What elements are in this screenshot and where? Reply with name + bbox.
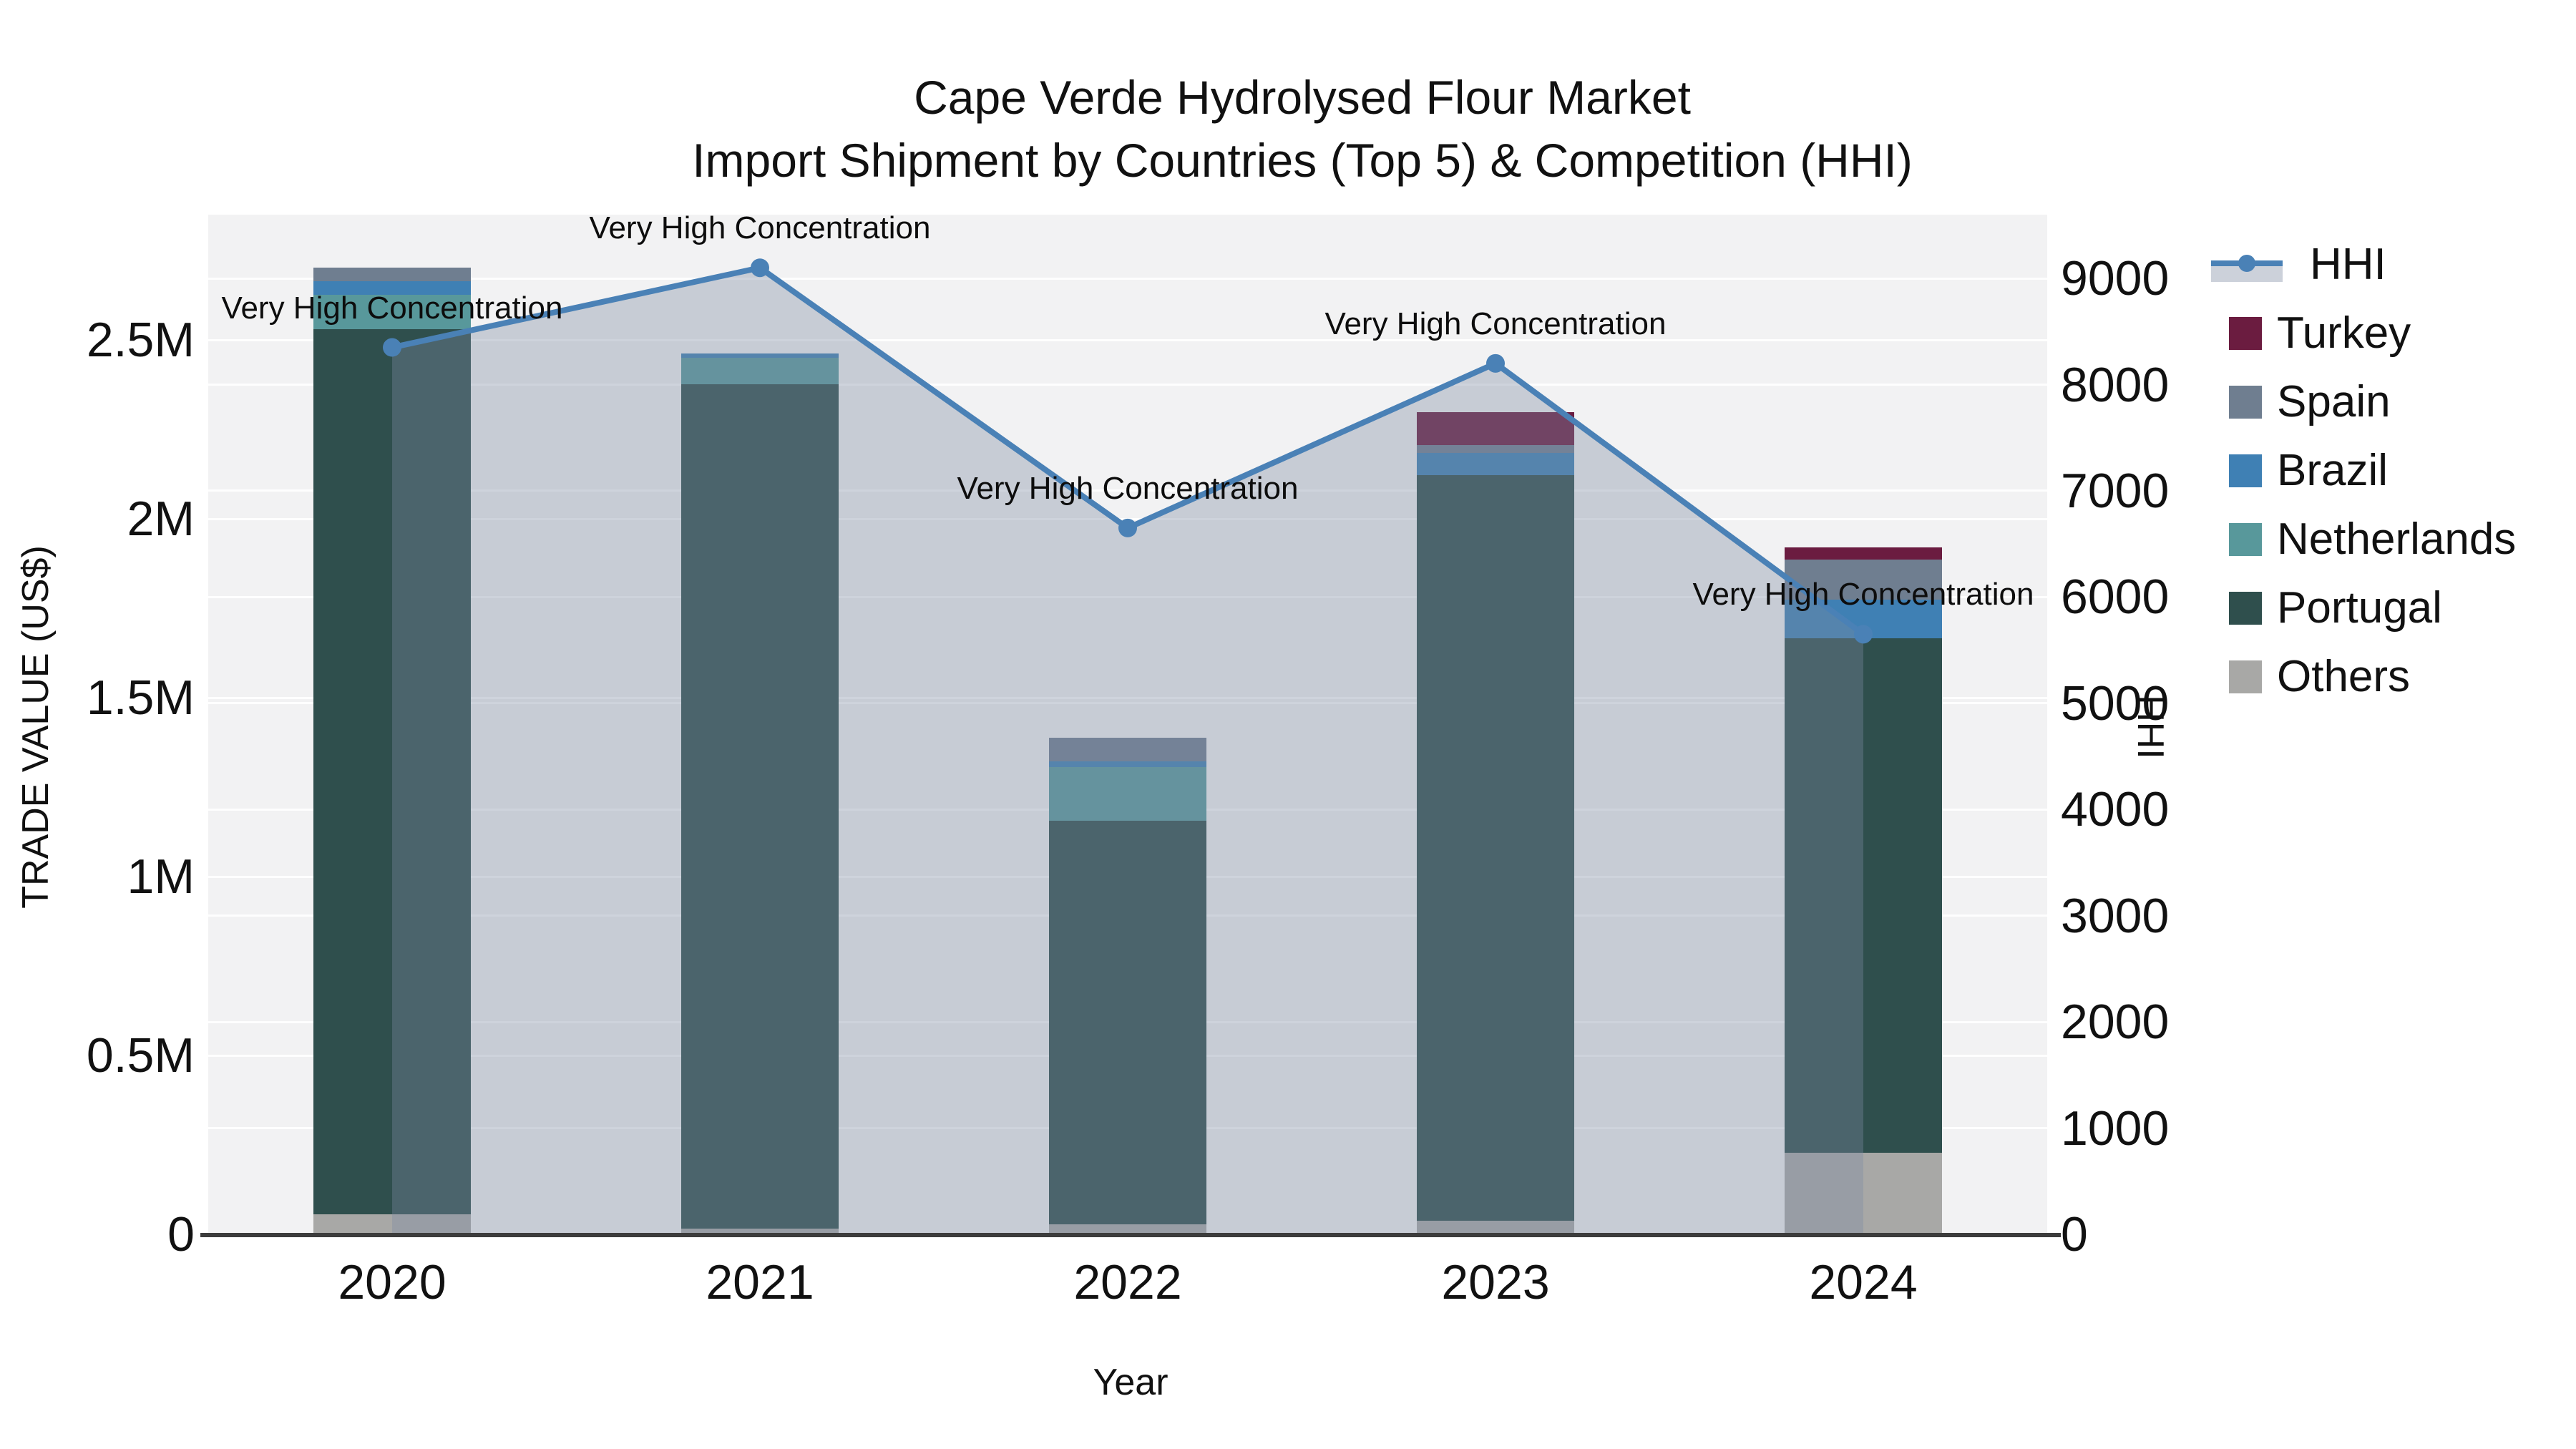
y2-tick-label: 8000 — [2061, 357, 2170, 412]
legend-item-brazil[interactable]: Brazil — [2211, 436, 2388, 505]
bar-segment-portugal-2020 — [313, 329, 471, 1214]
x-axis-line — [200, 1233, 2061, 1237]
legend-swatch-brazil — [2229, 454, 2262, 487]
legend-label-portugal: Portugal — [2277, 583, 2442, 633]
bar-segment-portugal-2023 — [1417, 475, 1574, 1221]
annotation-very-high-concentration-2020: Very High Concentration — [221, 290, 563, 326]
gridline — [208, 517, 2047, 520]
bar-segment-portugal-2022 — [1049, 820, 1206, 1224]
annotation-very-high-concentration-2024: Very High Concentration — [1692, 577, 2034, 613]
legend-swatch-turkey — [2229, 317, 2262, 350]
y2-tick-label: 3000 — [2061, 888, 2170, 943]
legend-label-turkey: Turkey — [2277, 308, 2411, 358]
bar-segment-spain-2020 — [313, 268, 471, 281]
y2-tick-label: 0 — [2061, 1207, 2088, 1262]
y2-tick-label: 1000 — [2061, 1101, 2170, 1156]
bar-segment-brazil-2022 — [1049, 761, 1206, 767]
bar-segment-others-2024 — [1785, 1152, 1942, 1234]
legend-swatch-portugal — [2229, 592, 2262, 625]
legend-label-brazil: Brazil — [2277, 446, 2389, 495]
legend-swatch-others — [2229, 660, 2262, 693]
y1-tick-label: 1.5M — [86, 670, 195, 725]
x-tick-label-2020: 2020 — [338, 1255, 447, 1309]
y2-axis-title: HHI — [2129, 695, 2171, 759]
x-tick-label-2021: 2021 — [706, 1255, 814, 1309]
gridline — [208, 277, 2047, 280]
y2-tick-label: 2000 — [2061, 995, 2170, 1050]
y1-axis-title: TRADE VALUE (US$) — [15, 545, 57, 909]
bar-segment-portugal-2021 — [681, 384, 839, 1229]
legend-item-portugal[interactable]: Portugal — [2211, 574, 2442, 643]
gridline — [208, 338, 2047, 341]
y2-tick-label: 5000 — [2061, 675, 2170, 731]
annotation-very-high-concentration-2021: Very High Concentration — [589, 210, 931, 246]
legend-swatch-spain — [2229, 386, 2262, 419]
y1-tick-label: 1M — [127, 849, 195, 904]
bar-segment-turkey-2024 — [1785, 547, 1942, 560]
y2-tick-label: 6000 — [2061, 570, 2170, 625]
bar-segment-netherlands-2022 — [1049, 767, 1206, 821]
legend-item-hhi[interactable]: HHI — [2211, 230, 2386, 299]
x-tick-label-2022: 2022 — [1073, 1255, 1182, 1309]
bar-segment-others-2022 — [1049, 1224, 1206, 1234]
bar-segment-turkey-2023 — [1417, 412, 1574, 445]
bar-segment-spain-2023 — [1417, 445, 1574, 453]
legend-item-others[interactable]: Others — [2211, 643, 2410, 711]
gridline — [208, 702, 2047, 705]
y1-tick-label: 2.5M — [86, 313, 195, 367]
bar-segment-portugal-2024 — [1785, 638, 1942, 1153]
legend-label-others: Others — [2277, 652, 2411, 701]
legend-label-hhi: HHI — [2310, 240, 2386, 289]
bar-segment-others-2023 — [1417, 1221, 1574, 1234]
x-tick-label-2024: 2024 — [1809, 1255, 1918, 1309]
hhi-legend-glyph — [2211, 245, 2283, 285]
y2-tick-label: 4000 — [2061, 782, 2170, 837]
gridline — [208, 384, 2047, 386]
legend-item-netherlands[interactable]: Netherlands — [2211, 505, 2516, 574]
chart-title: Cape Verde Hydrolysed Flour Market — [914, 71, 1691, 124]
legend-swatch-netherlands — [2229, 523, 2262, 556]
legend-label-netherlands: Netherlands — [2277, 514, 2517, 564]
legend-item-spain[interactable]: Spain — [2211, 368, 2391, 436]
y1-tick-label: 0 — [167, 1207, 195, 1262]
y2-tick-label: 9000 — [2061, 251, 2170, 306]
chart-subtitle: Import Shipment by Countries (Top 5) & C… — [692, 134, 1913, 187]
x-tick-label-2023: 2023 — [1441, 1255, 1550, 1309]
bar-segment-netherlands-2021 — [681, 357, 839, 384]
bar-segment-brazil-2023 — [1417, 453, 1574, 475]
y1-tick-label: 0.5M — [86, 1028, 195, 1083]
legend-label-spain: Spain — [2277, 377, 2391, 426]
bar-segment-others-2020 — [313, 1214, 471, 1234]
hhi-marker-dot — [2238, 255, 2255, 272]
annotation-very-high-concentration-2022: Very High Concentration — [957, 470, 1299, 506]
bar-segment-brazil-2021 — [681, 353, 839, 358]
y1-tick-label: 2M — [127, 492, 195, 546]
bar-segment-spain-2022 — [1049, 738, 1206, 761]
gridline — [208, 696, 2047, 699]
legend-item-turkey[interactable]: Turkey — [2211, 299, 2411, 368]
x-axis-title: Year — [1093, 1362, 1169, 1403]
bar-segment-others-2021 — [681, 1229, 839, 1234]
annotation-very-high-concentration-2023: Very High Concentration — [1324, 306, 1667, 341]
y2-tick-label: 7000 — [2061, 463, 2170, 518]
